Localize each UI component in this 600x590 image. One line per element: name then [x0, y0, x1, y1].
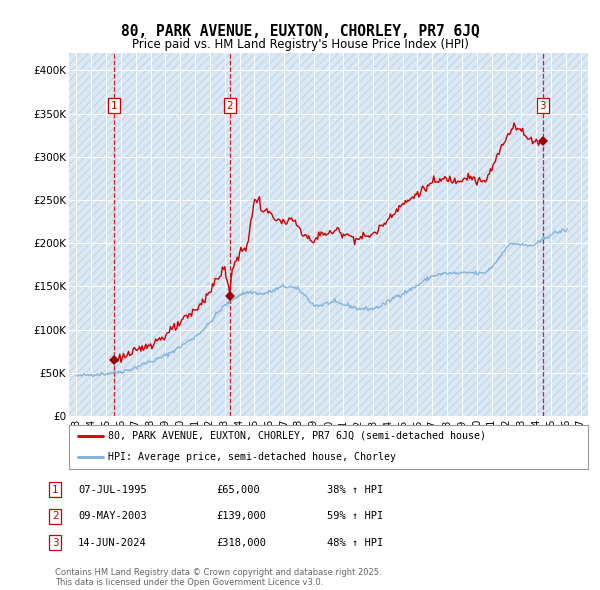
Text: Contains HM Land Registry data © Crown copyright and database right 2025.
This d: Contains HM Land Registry data © Crown c…: [55, 568, 382, 587]
Text: 1: 1: [52, 485, 59, 494]
Text: 14-JUN-2024: 14-JUN-2024: [78, 538, 147, 548]
Text: 38% ↑ HPI: 38% ↑ HPI: [327, 485, 383, 494]
Text: £65,000: £65,000: [216, 485, 260, 494]
Text: 07-JUL-1995: 07-JUL-1995: [78, 485, 147, 494]
Text: HPI: Average price, semi-detached house, Chorley: HPI: Average price, semi-detached house,…: [108, 452, 396, 461]
Text: Price paid vs. HM Land Registry's House Price Index (HPI): Price paid vs. HM Land Registry's House …: [131, 38, 469, 51]
Text: 09-MAY-2003: 09-MAY-2003: [78, 512, 147, 521]
Text: 48% ↑ HPI: 48% ↑ HPI: [327, 538, 383, 548]
Text: 3: 3: [52, 538, 59, 548]
Text: 3: 3: [539, 101, 546, 111]
Text: 80, PARK AVENUE, EUXTON, CHORLEY, PR7 6JQ: 80, PARK AVENUE, EUXTON, CHORLEY, PR7 6J…: [121, 24, 479, 38]
Text: 2: 2: [227, 101, 233, 111]
Text: 59% ↑ HPI: 59% ↑ HPI: [327, 512, 383, 521]
Text: 1: 1: [110, 101, 117, 111]
Text: £318,000: £318,000: [216, 538, 266, 548]
Text: 80, PARK AVENUE, EUXTON, CHORLEY, PR7 6JQ (semi-detached house): 80, PARK AVENUE, EUXTON, CHORLEY, PR7 6J…: [108, 431, 486, 441]
Text: £139,000: £139,000: [216, 512, 266, 521]
Text: 2: 2: [52, 512, 59, 521]
